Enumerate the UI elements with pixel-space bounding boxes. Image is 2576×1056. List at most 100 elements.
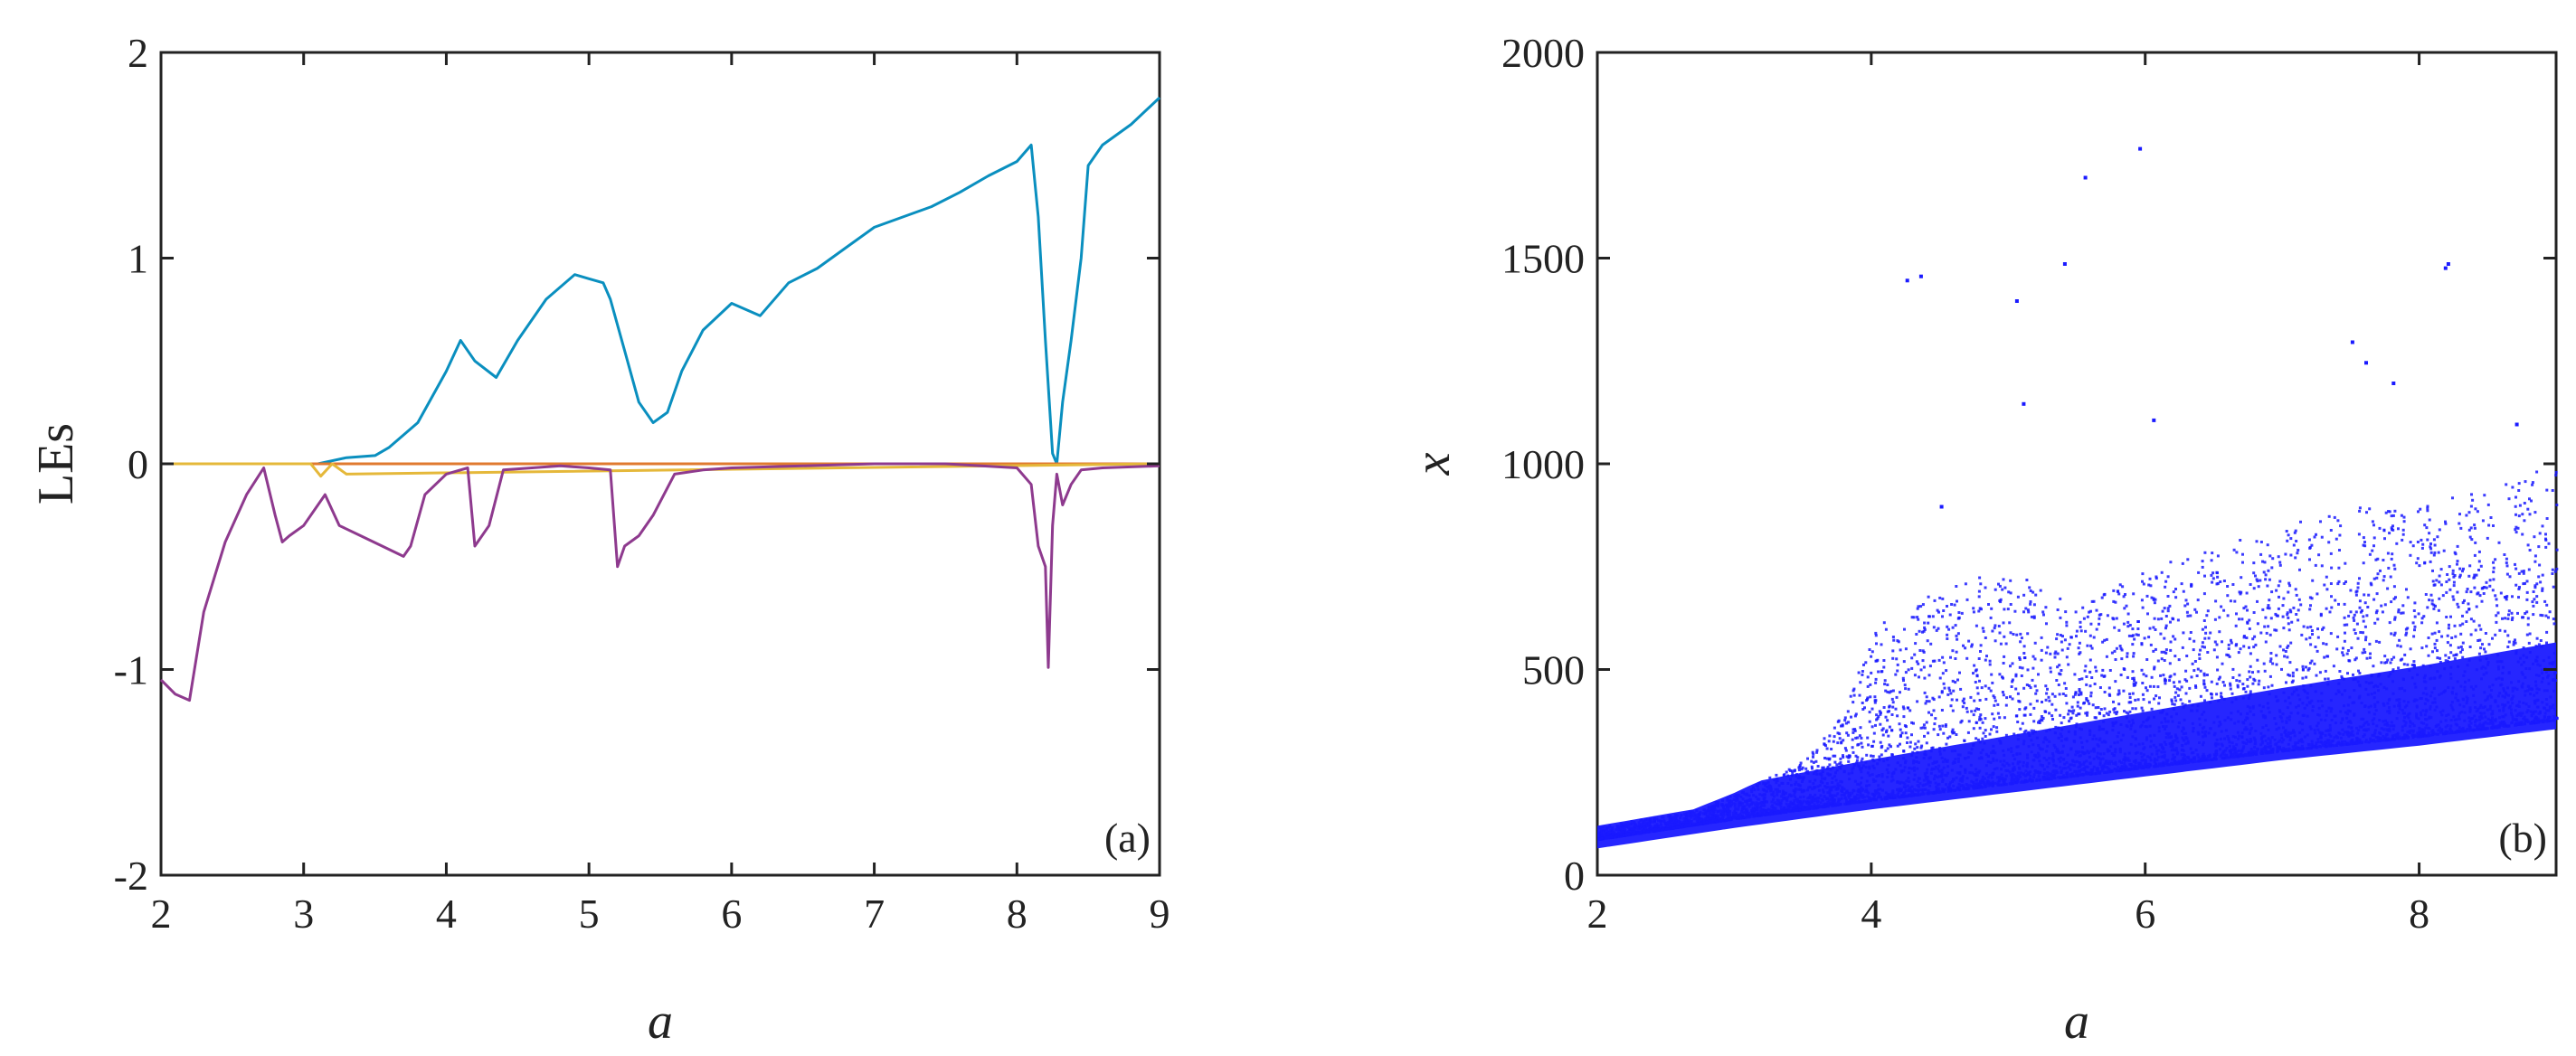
scatter-point bbox=[1838, 762, 1842, 766]
scatter-point bbox=[2126, 652, 2129, 655]
scatter-point bbox=[2090, 599, 2094, 603]
scatter-point bbox=[2202, 752, 2205, 756]
panel-a-x-axis-label: a bbox=[648, 994, 673, 1050]
scatter-point bbox=[2148, 734, 2152, 738]
scatter-point bbox=[2463, 711, 2467, 714]
scatter-point bbox=[2438, 597, 2441, 600]
scatter-point bbox=[2538, 664, 2542, 667]
scatter-point bbox=[1605, 833, 1608, 836]
scatter-point bbox=[2289, 641, 2293, 645]
scatter-point bbox=[1861, 800, 1865, 804]
scatter-point bbox=[2362, 728, 2365, 731]
scatter-point bbox=[2214, 599, 2218, 603]
scatter-point bbox=[2241, 687, 2245, 691]
scatter-point bbox=[2055, 637, 2059, 641]
scatter-point bbox=[1875, 718, 1879, 721]
le-series-line-3 bbox=[159, 462, 1160, 702]
scatter-point bbox=[2131, 634, 2135, 637]
scatter-point bbox=[1949, 692, 1953, 695]
scatter-point bbox=[2048, 757, 2051, 760]
scatter-point bbox=[2501, 694, 2505, 698]
scatter-point bbox=[1849, 694, 1852, 698]
scatter-point bbox=[1981, 737, 1984, 740]
scatter-point bbox=[1857, 797, 1861, 800]
scatter-point bbox=[2315, 674, 2318, 677]
scatter-point bbox=[1958, 772, 1962, 776]
scatter-point bbox=[2022, 740, 2026, 743]
scatter-point bbox=[2547, 616, 2550, 619]
scatter-point bbox=[2409, 647, 2412, 651]
scatter-point bbox=[2098, 686, 2102, 689]
scatter-point bbox=[2346, 721, 2350, 724]
scatter-point bbox=[1717, 801, 1720, 804]
scatter-point bbox=[2132, 592, 2136, 596]
scatter-point bbox=[2533, 598, 2536, 601]
scatter-point bbox=[2477, 724, 2481, 728]
scatter-point bbox=[1836, 801, 1840, 805]
scatter-point bbox=[1942, 766, 1946, 769]
scatter-point bbox=[1633, 822, 1636, 825]
scatter-point bbox=[1707, 806, 1710, 808]
scatter-point bbox=[1660, 828, 1663, 832]
scatter-point bbox=[2449, 615, 2452, 618]
scatter-point bbox=[1862, 663, 1865, 666]
scatter-point bbox=[2398, 687, 2401, 691]
scatter-point bbox=[1759, 814, 1763, 817]
scatter-point bbox=[2103, 765, 2107, 768]
scatter-point bbox=[1960, 611, 1964, 615]
scatter-point bbox=[2472, 687, 2476, 691]
scatter-point bbox=[2374, 639, 2378, 643]
scatter-point bbox=[1940, 775, 1944, 778]
scatter-point bbox=[2525, 655, 2529, 659]
scatter-point bbox=[2455, 693, 2458, 696]
scatter-point bbox=[2237, 720, 2240, 723]
scatter-point bbox=[2409, 541, 2412, 544]
scatter-point bbox=[2264, 573, 2268, 577]
scatter-point bbox=[2358, 506, 2362, 510]
scatter-point bbox=[2334, 599, 2337, 602]
x-tick-label: 5 bbox=[579, 891, 600, 937]
scatter-point bbox=[2537, 643, 2541, 646]
scatter-point bbox=[1871, 778, 1875, 781]
scatter-point bbox=[1805, 806, 1809, 810]
scatter-point bbox=[2536, 663, 2540, 666]
scatter-point bbox=[1925, 695, 1928, 699]
scatter-point bbox=[2168, 679, 2172, 683]
scatter-point bbox=[1964, 646, 1967, 650]
scatter-point bbox=[2287, 747, 2291, 750]
scatter-point bbox=[1780, 799, 1784, 802]
scatter-point bbox=[1990, 776, 1994, 779]
scatter-point bbox=[2525, 590, 2529, 594]
scatter-point bbox=[2337, 602, 2340, 606]
scatter-point bbox=[2242, 636, 2246, 639]
scatter-point bbox=[2032, 753, 2036, 757]
scatter-point bbox=[2132, 682, 2136, 685]
scatter-point bbox=[1905, 779, 1908, 783]
scatter-point bbox=[1910, 656, 1914, 660]
scatter-point bbox=[2228, 756, 2231, 759]
scatter-point bbox=[2019, 640, 2022, 644]
scatter-point bbox=[2310, 699, 2314, 702]
scatter-point bbox=[2128, 624, 2132, 627]
scatter-point bbox=[2401, 725, 2404, 729]
scatter-point bbox=[2361, 608, 2363, 612]
scatter-point bbox=[2118, 750, 2122, 754]
scatter-point bbox=[2147, 763, 2151, 767]
scatter-point bbox=[1946, 771, 1949, 775]
scatter-point bbox=[2079, 620, 2082, 624]
scatter-point bbox=[1923, 621, 1927, 625]
scatter-point bbox=[2107, 759, 2111, 763]
scatter-point bbox=[2183, 760, 2186, 764]
y-tick-label: 0 bbox=[128, 441, 148, 487]
scatter-point bbox=[1956, 753, 1960, 757]
scatter-point bbox=[1902, 791, 1906, 795]
scatter-point bbox=[2551, 661, 2554, 665]
scatter-point bbox=[2244, 605, 2248, 608]
scatter-point bbox=[1916, 784, 1919, 787]
scatter-point bbox=[2402, 515, 2406, 519]
scatter-point bbox=[2004, 733, 2008, 737]
scatter-point bbox=[2268, 554, 2272, 558]
scatter-point bbox=[1806, 757, 1809, 760]
scatter-point bbox=[1809, 805, 1813, 808]
